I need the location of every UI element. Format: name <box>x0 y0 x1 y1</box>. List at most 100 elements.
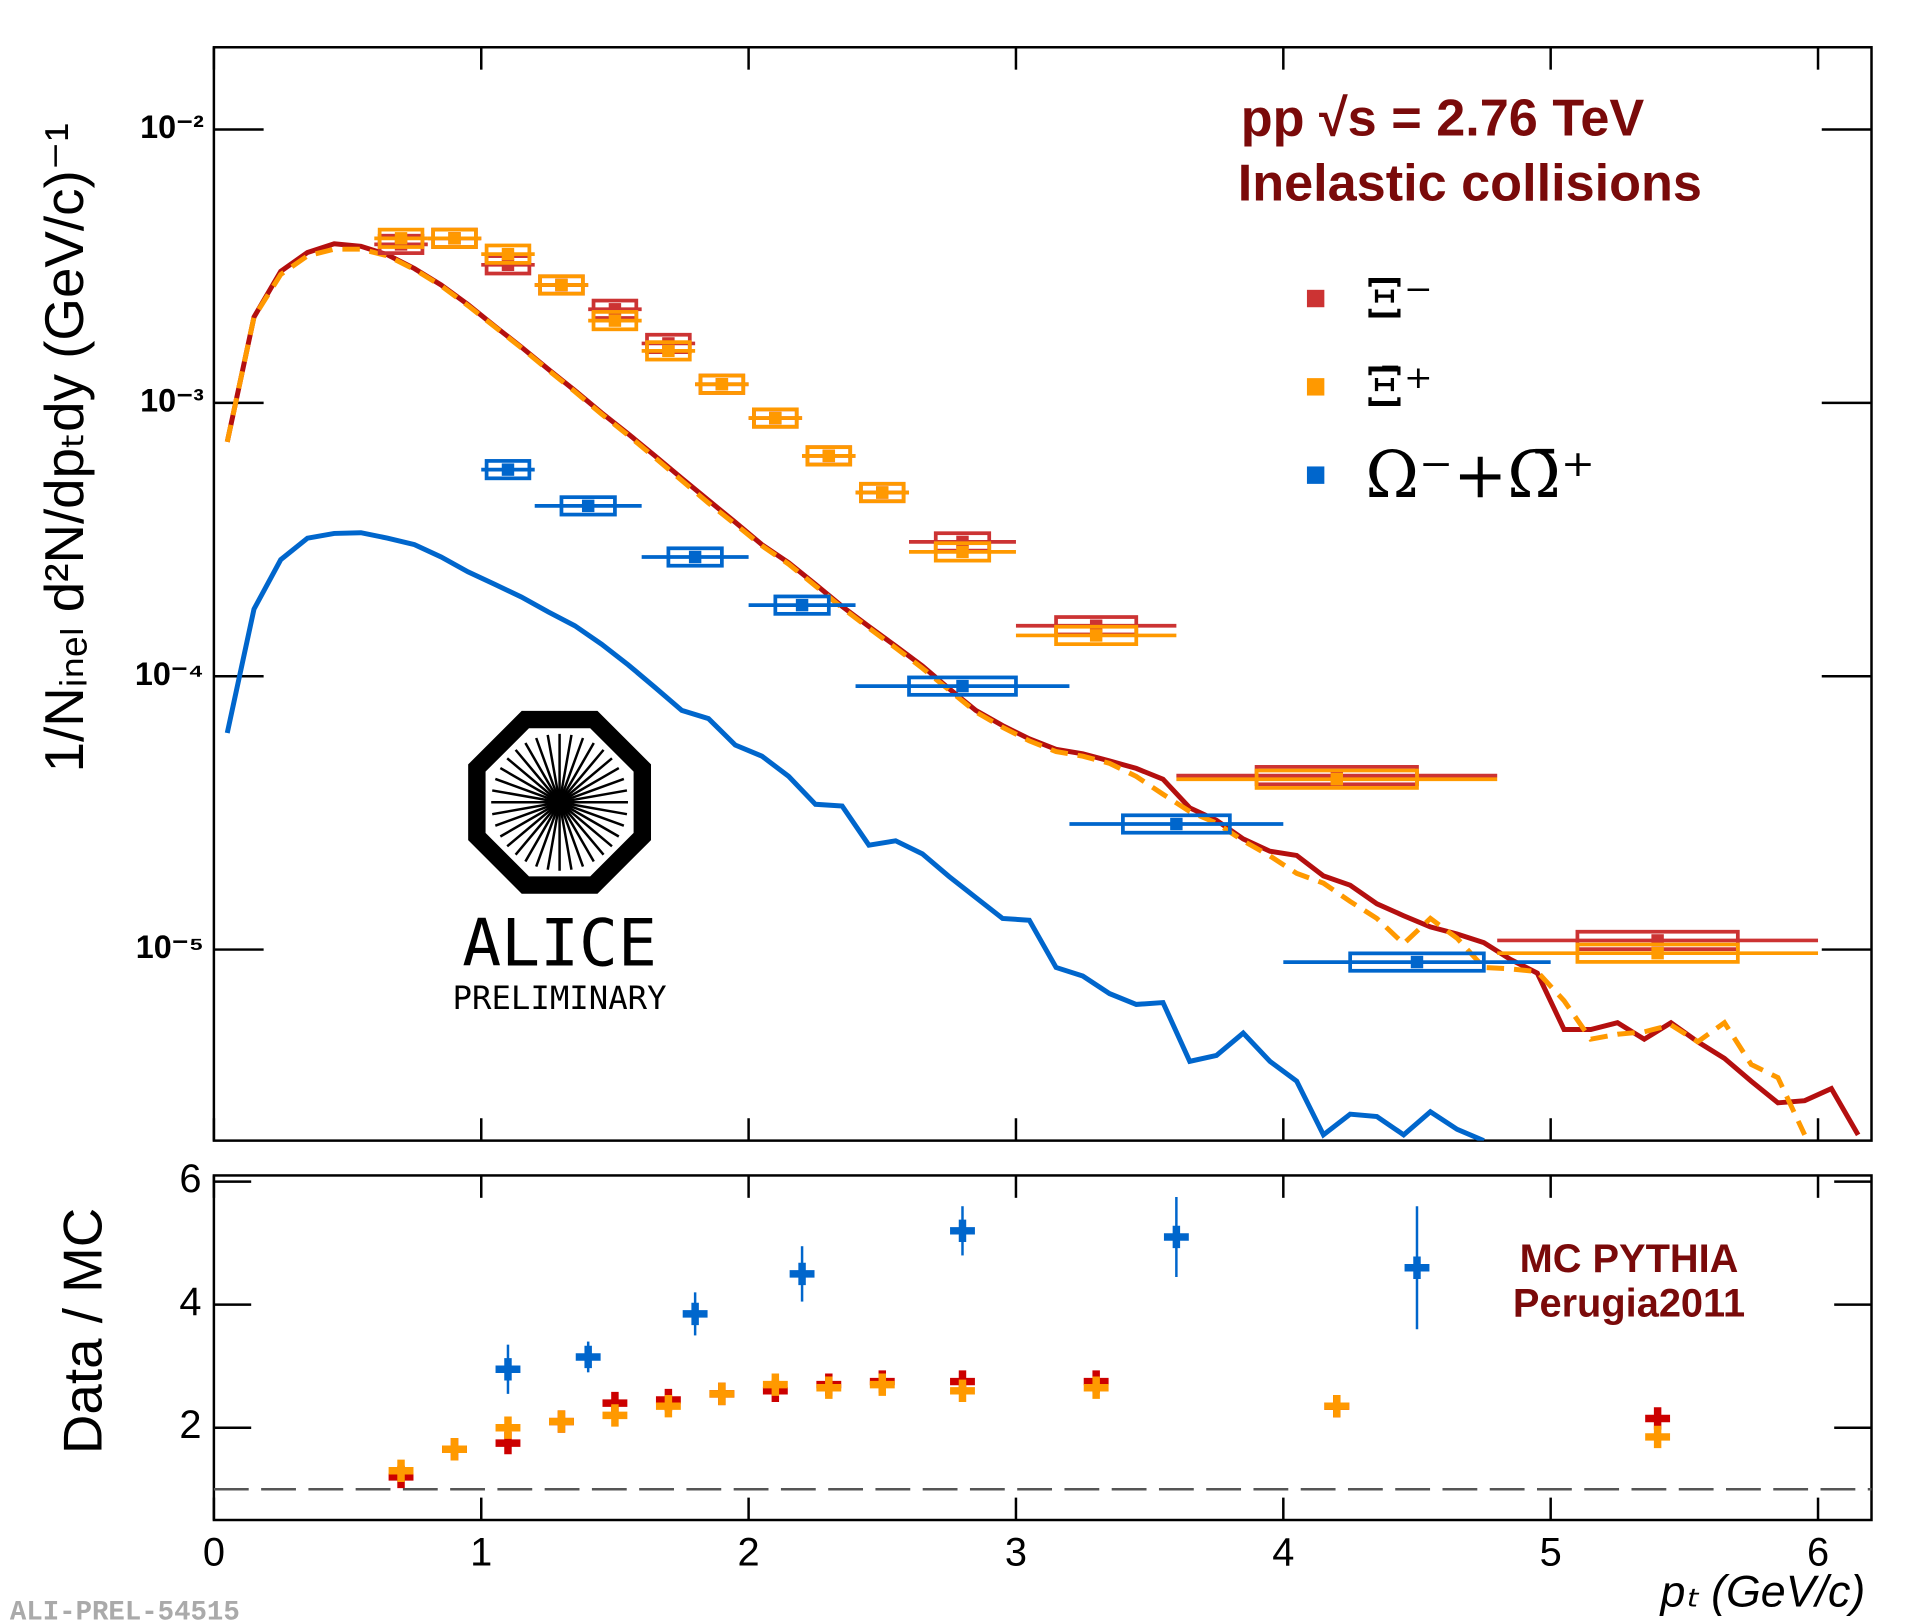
x-tick-label: 0 <box>203 1530 225 1574</box>
syst-box <box>1121 813 1232 835</box>
point <box>501 247 515 261</box>
y-tick-label: 10⁻³ <box>140 382 204 418</box>
x-axis-label: pₜ (GeV/c) <box>1659 1566 1866 1616</box>
point <box>715 378 729 391</box>
point <box>655 1394 681 1418</box>
syst-box <box>1254 768 1419 790</box>
legend-label: Ξ⁻ <box>1365 266 1432 330</box>
syst-box <box>1054 624 1139 647</box>
syst-box <box>907 675 1018 697</box>
point <box>709 1382 735 1406</box>
point <box>1410 955 1424 969</box>
point <box>769 411 782 425</box>
logo-spokes <box>491 733 628 871</box>
syst-box <box>933 541 992 563</box>
point <box>822 449 836 463</box>
legend-label: Ω⁻+Ω̄⁺ <box>1365 438 1595 513</box>
x-tick-label: 3 <box>1005 1530 1027 1574</box>
y-tick-label: 10⁻⁴ <box>135 656 204 692</box>
point <box>869 1373 895 1396</box>
point <box>495 1358 521 1381</box>
point <box>876 486 889 499</box>
point <box>950 1379 975 1402</box>
point <box>662 344 675 358</box>
x-tick-label: 2 <box>738 1530 760 1574</box>
logo: ALICE PRELIMINARY <box>453 710 667 1017</box>
point <box>1163 1225 1189 1249</box>
point <box>608 314 622 327</box>
x-tick-label: 4 <box>1272 1530 1294 1574</box>
point <box>442 1438 467 1461</box>
syst-box <box>431 227 478 249</box>
y-axis-label: Data / MC <box>52 1208 114 1454</box>
point <box>394 232 408 245</box>
syst-box <box>752 407 799 429</box>
point <box>762 1373 788 1396</box>
point <box>388 1459 414 1482</box>
legend-marker <box>1306 289 1325 308</box>
point <box>789 1262 815 1286</box>
y-tick-label: 10⁻² <box>140 109 204 145</box>
legend-marker <box>1306 466 1325 484</box>
point <box>1324 1394 1350 1418</box>
point <box>1651 946 1664 960</box>
point <box>795 598 809 612</box>
annotation: Perugia2011 <box>1513 1282 1745 1326</box>
point <box>1645 1425 1671 1449</box>
annotation: MC PYTHIA <box>1520 1237 1739 1281</box>
y-tick-label: 4 <box>179 1280 201 1324</box>
point <box>950 1219 975 1243</box>
point <box>956 679 969 693</box>
point <box>1330 772 1344 786</box>
top-frame <box>212 46 1873 1142</box>
syst-box <box>559 495 617 517</box>
mc-curve <box>224 530 1485 1141</box>
logo-name: ALICE <box>462 906 657 981</box>
x-tick-label: 6 <box>1807 1530 1829 1574</box>
bottom-frame <box>212 1174 1873 1522</box>
syst-box <box>591 310 639 332</box>
point <box>501 463 515 476</box>
annotation: Inelastic collisions <box>1238 154 1702 212</box>
x-tick-label: 1 <box>470 1530 492 1574</box>
syst-box <box>773 594 831 616</box>
annotation: pp √s = 2.76 TeV <box>1241 90 1645 148</box>
y-axis-label: 1/Nᵢₙₑₗ d²N/dpₜdy (GeV/c)⁻¹ <box>33 123 95 772</box>
point <box>555 278 568 292</box>
point <box>956 545 969 559</box>
mc-curve <box>224 246 1807 1136</box>
syst-box <box>538 274 585 296</box>
syst-box <box>1348 951 1486 973</box>
legend-marker <box>1306 378 1325 396</box>
logo-spoke <box>492 789 628 816</box>
point <box>495 1416 521 1439</box>
syst-box <box>859 481 906 504</box>
point <box>682 1302 708 1326</box>
point <box>602 1404 628 1427</box>
point <box>501 258 515 272</box>
syst-box <box>666 546 724 568</box>
y-tick-label: 2 <box>179 1403 201 1447</box>
point <box>575 1345 601 1369</box>
point <box>1089 629 1103 642</box>
y-tick-label: 10⁻⁵ <box>136 929 204 965</box>
point <box>549 1410 574 1433</box>
syst-box <box>484 243 532 265</box>
legend-label: Ξ̄⁺ <box>1365 355 1432 419</box>
point <box>581 499 595 513</box>
syst-box <box>805 445 853 467</box>
syst-box <box>484 459 532 481</box>
x-tick-label: 5 <box>1540 1530 1562 1574</box>
y-tick-label: 6 <box>179 1157 201 1201</box>
point <box>1170 817 1183 831</box>
syst-box <box>1575 942 1740 964</box>
point <box>1083 1376 1109 1399</box>
logo-tag: PRELIMINARY <box>453 979 667 1017</box>
syst-box <box>645 340 692 362</box>
footer: ALI-PREL-54515 <box>10 1597 240 1622</box>
point <box>688 550 702 564</box>
point <box>816 1376 842 1399</box>
point <box>448 232 461 245</box>
syst-box <box>698 373 746 395</box>
